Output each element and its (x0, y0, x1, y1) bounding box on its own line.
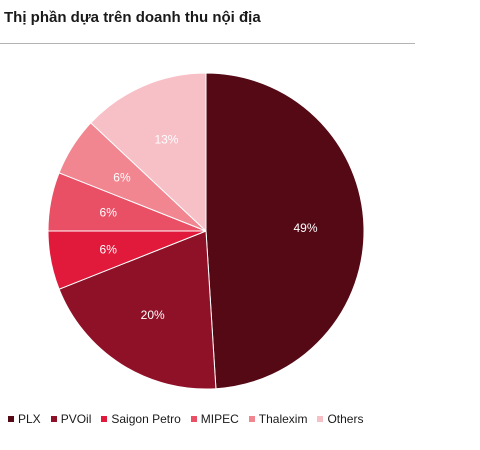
legend-swatch-saigon-petro (101, 416, 108, 422)
legend-item-pvoil: PVOil (50, 412, 92, 426)
data-label-others: 13% (154, 133, 178, 147)
data-label-mipec: 6% (100, 205, 118, 219)
legend-item-thalexim: Thalexim (248, 412, 308, 426)
pie-slices (47, 72, 365, 390)
legend-label-pvoil: PVOil (60, 412, 92, 426)
legend-label-plx: PLX (18, 412, 41, 426)
pie-slice-others (90, 72, 207, 233)
pie-slice-pvoil (58, 230, 217, 390)
legend-label-saigon-petro: Saigon Petro (111, 412, 181, 426)
data-label-thalexim: 6% (113, 171, 131, 185)
legend-label-others: Others (327, 412, 364, 426)
legend-item-saigon-petro: Saigon Petro (101, 412, 181, 426)
title-divider (0, 43, 415, 44)
chart-title: Thị phần dựa trên doanh thu nội địa (4, 9, 261, 26)
pie-slice-plx (205, 72, 365, 390)
legend-item-others: Others (317, 412, 363, 426)
legend-swatch-others (317, 416, 324, 422)
legend-label-thalexim: Thalexim (258, 412, 308, 426)
legend-swatch-pvoil (50, 416, 57, 422)
legend-item-plx: PLX (8, 412, 41, 426)
chart-legend: PLX PVOil Saigon Petro MIPEC Thalexim Others (8, 412, 373, 426)
legend-swatch-plx (8, 416, 14, 422)
legend-swatch-mipec (190, 416, 197, 422)
legend-label-mipec: MIPEC (200, 412, 239, 426)
legend-item-mipec: MIPEC (190, 412, 239, 426)
legend-swatch-thalexim (248, 416, 255, 422)
pie-data-labels: 49% 20% 6% 6% 6% 13% (100, 133, 318, 322)
data-label-plx: 49% (293, 221, 317, 235)
data-label-pvoil: 20% (141, 308, 165, 322)
data-label-saigon-petro: 6% (100, 243, 118, 257)
